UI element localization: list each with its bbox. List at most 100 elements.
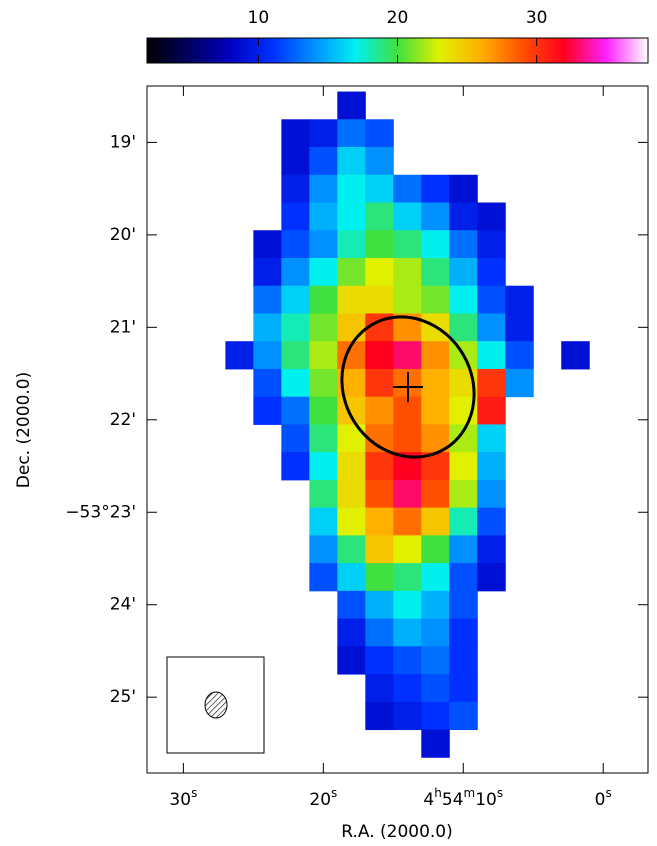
image-cell (337, 230, 366, 259)
image-cell (477, 507, 506, 536)
image-cell (337, 202, 366, 231)
image-cell (309, 535, 338, 564)
image-cell (365, 147, 394, 176)
image-cell (281, 368, 310, 398)
image-cell (365, 202, 394, 231)
image-cell (337, 147, 366, 176)
image-cell (281, 230, 310, 259)
image-cell (337, 91, 366, 120)
image-cell (449, 202, 478, 231)
image-cell (421, 674, 450, 703)
image-cell (421, 174, 450, 204)
x-tick-label: 0s (595, 786, 612, 811)
image-cell (309, 147, 338, 176)
image-cell (337, 563, 366, 592)
image-cell (393, 479, 422, 509)
image-cell (393, 202, 422, 231)
image-cell (309, 341, 338, 370)
image-cell (309, 507, 338, 536)
image-cell (337, 535, 366, 564)
image-cell (449, 535, 478, 564)
image-cell (449, 590, 478, 620)
image-cell (253, 313, 282, 342)
image-cell (477, 479, 506, 509)
image-cell (281, 424, 310, 453)
image-cell (253, 368, 282, 398)
image-cell (477, 535, 506, 564)
image-cell (449, 230, 478, 259)
image-cell (281, 341, 310, 370)
image-cell (365, 646, 394, 675)
image-cell (365, 230, 394, 259)
image-cell (393, 618, 422, 647)
y-tick-label: 22' (110, 410, 136, 430)
image-cell (421, 701, 450, 731)
image-cell (421, 618, 450, 647)
image-cell (309, 174, 338, 204)
image-cell (337, 590, 366, 620)
image-cell (309, 452, 338, 481)
image-cell (505, 341, 534, 370)
image-cell (281, 452, 310, 481)
image-cell (449, 507, 478, 536)
x-axis-label: R.A. (2000.0) (341, 822, 453, 842)
image-cell (449, 563, 478, 592)
image-cell (393, 535, 422, 564)
image-cell (393, 257, 422, 287)
image-cell (281, 119, 310, 148)
image-cell (365, 257, 394, 287)
image-cell (449, 174, 478, 204)
x-tick-label: 4h54m10s (423, 786, 503, 811)
image-cell (309, 119, 338, 148)
plot-frame (146, 85, 649, 774)
image-cell (421, 507, 450, 536)
image-cell (281, 313, 310, 342)
image-cell (393, 507, 422, 536)
image-cell (253, 257, 282, 287)
image-cell (253, 341, 282, 370)
image-cell (421, 590, 450, 620)
colorbar-tick-label: 30 (526, 8, 548, 28)
image-cell (421, 646, 450, 675)
image-cell (477, 341, 506, 370)
image-cell (421, 563, 450, 592)
beam-ellipse (204, 691, 228, 719)
image-cell (505, 368, 534, 398)
image-cell (449, 701, 478, 731)
image-cell (337, 424, 366, 453)
image-cell (561, 341, 590, 370)
image-cell (337, 257, 366, 287)
image-cells (225, 91, 590, 758)
image-cell (449, 452, 478, 481)
image-cell (449, 257, 478, 287)
image-cell (505, 313, 534, 342)
image-cell (393, 646, 422, 675)
image-cell (337, 646, 366, 675)
beam-box (166, 656, 265, 754)
image-cell (393, 701, 422, 731)
image-cell (365, 119, 394, 148)
image-cell (477, 285, 506, 314)
image-cell (281, 202, 310, 231)
image-cell (337, 285, 366, 314)
image-cell (477, 563, 506, 592)
image-cell (309, 563, 338, 592)
image-cell (309, 285, 338, 314)
image-cell (421, 285, 450, 314)
image-cell (393, 563, 422, 592)
y-tick-label: 25' (110, 687, 136, 707)
image-cell (281, 257, 310, 287)
y-tick-label: −53°23' (65, 502, 136, 522)
image-cell (365, 618, 394, 647)
y-axis-label: Dec. (2000.0) (14, 372, 34, 488)
image-cell (337, 507, 366, 536)
image-cell (477, 452, 506, 481)
image-cell (421, 396, 450, 425)
image-cell (253, 396, 282, 425)
image-cell (365, 507, 394, 536)
image-cell (365, 701, 394, 731)
image-cell (309, 230, 338, 259)
image-cell (337, 119, 366, 148)
image-cell (477, 202, 506, 231)
